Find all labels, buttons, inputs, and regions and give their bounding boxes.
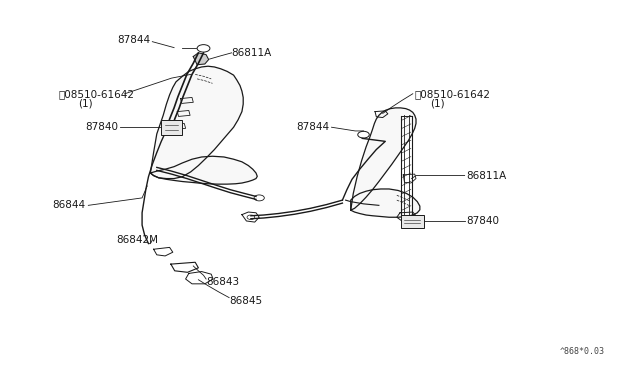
Text: ^868*0.03: ^868*0.03 (560, 347, 605, 356)
Polygon shape (351, 189, 420, 217)
Text: 86842M: 86842M (116, 235, 159, 245)
Polygon shape (150, 156, 257, 184)
Text: 86845: 86845 (229, 296, 262, 305)
Polygon shape (351, 108, 416, 210)
Polygon shape (193, 53, 209, 65)
Text: 87844: 87844 (117, 35, 150, 45)
Text: 87840: 87840 (85, 122, 118, 132)
Text: Ⓢ08510-61642: Ⓢ08510-61642 (59, 89, 135, 99)
Text: (1): (1) (430, 99, 445, 108)
Text: Ⓢ08510-61642: Ⓢ08510-61642 (415, 89, 491, 99)
FancyBboxPatch shape (161, 120, 182, 135)
FancyBboxPatch shape (401, 215, 424, 228)
Text: 86844: 86844 (52, 201, 86, 210)
Text: 86811A: 86811A (232, 48, 272, 58)
Text: 87844: 87844 (296, 122, 330, 132)
Text: (1): (1) (78, 99, 93, 108)
Polygon shape (150, 66, 243, 179)
Text: 86811A: 86811A (466, 171, 506, 180)
Text: 87840: 87840 (466, 217, 499, 226)
Text: 86843: 86843 (206, 277, 239, 287)
